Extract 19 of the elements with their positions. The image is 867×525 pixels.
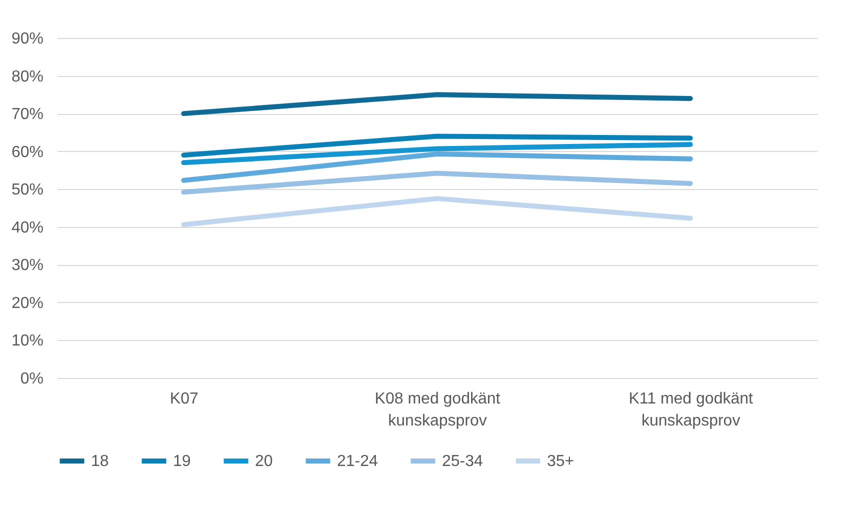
y-tick-label: 80% (11, 68, 44, 86)
y-tick-label: 50% (11, 182, 44, 199)
x-tick-label: K07 (170, 390, 199, 408)
y-tick-label: 10% (11, 332, 44, 350)
legend-label: 19 (173, 453, 191, 470)
x-tick-label: K08 med godkänt kunskapsprov (374, 390, 501, 430)
legend-label: 25-34 (442, 453, 484, 470)
y-tick-label: 20% (11, 294, 44, 312)
y-tick-label: 90% (11, 30, 44, 48)
legend-label: 20 (255, 453, 273, 470)
y-tick-label: 60% (11, 144, 44, 161)
y-tick-label: 0% (20, 370, 44, 388)
legend-label: 21-24 (337, 453, 378, 470)
y-tick-label: 70% (11, 106, 44, 124)
y-tick-label: 40% (11, 219, 44, 236)
x-tick-label: K11 med godkänt kunskapsprov (628, 390, 754, 430)
y-tick-label: 30% (11, 257, 44, 274)
legend-label: 35+ (547, 453, 574, 470)
legend-label: 18 (91, 453, 109, 470)
